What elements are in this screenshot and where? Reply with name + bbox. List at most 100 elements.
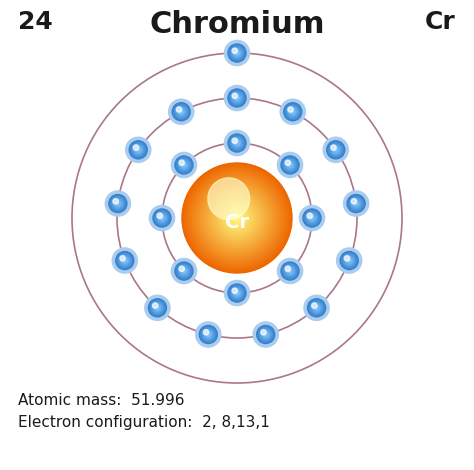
Circle shape <box>228 209 246 227</box>
Circle shape <box>121 257 128 264</box>
Circle shape <box>172 103 190 121</box>
Circle shape <box>231 137 243 149</box>
Circle shape <box>180 160 189 170</box>
Circle shape <box>112 248 137 273</box>
Circle shape <box>342 254 356 267</box>
Circle shape <box>153 303 162 313</box>
Circle shape <box>264 333 267 336</box>
Circle shape <box>225 206 249 230</box>
Circle shape <box>236 217 238 219</box>
Circle shape <box>235 291 239 295</box>
Circle shape <box>229 172 245 188</box>
Circle shape <box>224 86 250 110</box>
Circle shape <box>235 254 239 258</box>
Circle shape <box>169 99 194 125</box>
Circle shape <box>231 251 243 262</box>
Circle shape <box>172 152 197 178</box>
Circle shape <box>116 251 134 270</box>
Circle shape <box>235 96 239 100</box>
Circle shape <box>230 212 244 224</box>
Circle shape <box>182 163 292 273</box>
Circle shape <box>355 203 357 204</box>
Circle shape <box>219 200 255 236</box>
Circle shape <box>213 194 261 242</box>
Circle shape <box>206 187 268 249</box>
Circle shape <box>210 191 264 244</box>
Circle shape <box>183 164 291 272</box>
Circle shape <box>226 207 248 229</box>
Circle shape <box>117 253 133 268</box>
Circle shape <box>202 183 272 253</box>
Circle shape <box>233 48 241 57</box>
Circle shape <box>232 213 242 223</box>
Circle shape <box>135 147 142 153</box>
Circle shape <box>314 306 319 310</box>
Circle shape <box>224 205 250 231</box>
Circle shape <box>234 94 240 102</box>
Circle shape <box>230 46 244 60</box>
Circle shape <box>220 202 254 235</box>
Circle shape <box>351 199 356 204</box>
Circle shape <box>309 300 324 316</box>
Circle shape <box>235 51 239 55</box>
Circle shape <box>305 211 319 225</box>
Circle shape <box>200 180 274 256</box>
Circle shape <box>287 106 299 118</box>
Circle shape <box>153 209 171 227</box>
Circle shape <box>152 302 163 313</box>
Circle shape <box>214 195 260 241</box>
Circle shape <box>156 212 168 224</box>
Circle shape <box>253 322 278 347</box>
Circle shape <box>287 162 293 168</box>
Circle shape <box>110 196 126 212</box>
Circle shape <box>137 149 139 151</box>
Circle shape <box>283 264 297 278</box>
Circle shape <box>284 266 296 277</box>
Circle shape <box>348 196 364 212</box>
Circle shape <box>341 253 357 268</box>
Circle shape <box>201 181 273 255</box>
Text: 24: 24 <box>18 10 53 34</box>
Circle shape <box>173 104 189 120</box>
Circle shape <box>231 47 243 59</box>
Circle shape <box>308 213 317 222</box>
Circle shape <box>126 137 151 163</box>
Circle shape <box>232 138 237 143</box>
Circle shape <box>199 326 217 344</box>
Circle shape <box>118 254 132 267</box>
Circle shape <box>219 201 255 235</box>
Circle shape <box>304 210 320 226</box>
Circle shape <box>311 217 313 219</box>
Circle shape <box>182 163 186 167</box>
Circle shape <box>207 333 210 336</box>
Circle shape <box>285 104 301 120</box>
Circle shape <box>258 327 273 342</box>
Circle shape <box>277 152 302 178</box>
Circle shape <box>190 171 284 265</box>
Circle shape <box>307 213 312 219</box>
Circle shape <box>229 210 245 226</box>
Circle shape <box>230 136 244 150</box>
Circle shape <box>330 144 341 156</box>
Circle shape <box>284 159 296 171</box>
Circle shape <box>285 160 294 170</box>
Circle shape <box>191 172 283 264</box>
Circle shape <box>232 175 237 180</box>
Circle shape <box>183 270 185 272</box>
Circle shape <box>228 284 246 302</box>
Circle shape <box>197 178 277 258</box>
Circle shape <box>184 165 290 271</box>
Circle shape <box>195 176 279 260</box>
Circle shape <box>175 262 193 280</box>
Circle shape <box>335 149 337 151</box>
Circle shape <box>180 110 182 113</box>
Circle shape <box>230 91 244 105</box>
Circle shape <box>209 189 265 246</box>
Circle shape <box>344 191 369 216</box>
Circle shape <box>233 251 241 260</box>
Circle shape <box>228 89 246 107</box>
Circle shape <box>261 329 266 335</box>
Circle shape <box>189 169 285 266</box>
Circle shape <box>194 175 280 261</box>
Circle shape <box>157 213 166 222</box>
